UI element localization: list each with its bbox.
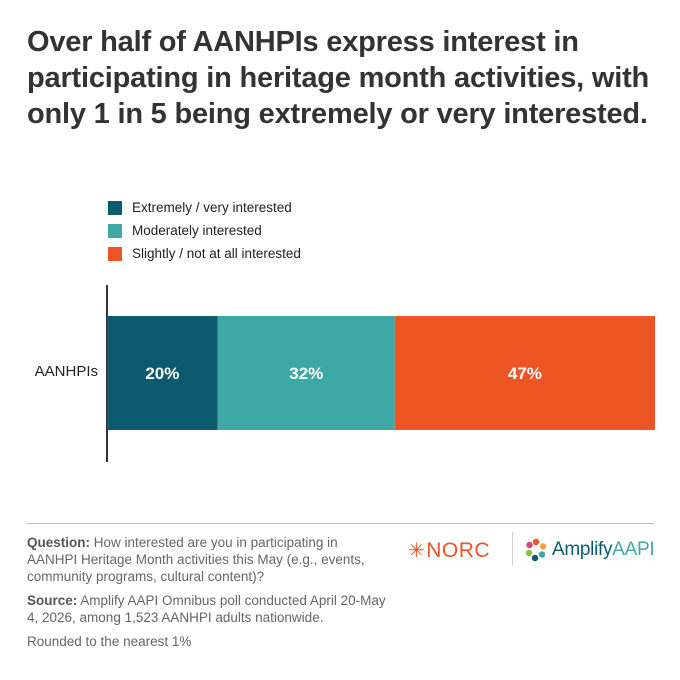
amplify-flower-icon [525,538,547,562]
amplify-logo-text-a: Amplify [552,539,613,560]
source-label: Source: [27,593,78,608]
bar-label-extremely-very-interested: 20% [145,364,179,383]
question-text: How interested are you in participating … [27,535,365,584]
question-note: Question: How interested are you in part… [27,534,387,585]
footer-divider [27,523,654,524]
legend-label-moderately: Moderately interested [132,223,262,238]
legend-label-extremely-very: Extremely / very interested [132,200,292,215]
question-label: Question: [27,535,90,550]
logos: ✳NORC Amplify AAPI [404,530,664,570]
legend-swatch-slightly-not [108,246,122,261]
legend-label-slightly-not: Slightly / not at all interested [132,246,301,261]
source-text: Amplify AAPI Omnibus poll conducted Apri… [27,593,386,625]
bar-label-slightly-not-at-all-interested: 47% [508,364,542,383]
bar-segment-extremely-very-interested [107,316,218,430]
amplify-logo-text-b: AAPI [612,539,655,560]
norc-star-icon: ✳ [408,540,426,562]
amplify-aapi-logo: Amplify AAPI [524,538,655,562]
bar-segment-slightly-not-at-all-interested [394,316,655,430]
legend-swatch-extremely-very [108,200,122,215]
legend-swatch-moderately [108,223,122,238]
bar-label-moderately-interested: 32% [289,364,323,383]
chart-title: Over half of AANHPIs express interest in… [27,26,650,130]
legend-item-slightly-not: Slightly / not at all interested [108,242,301,265]
rounding-note: Rounded to the nearest 1% [27,634,192,649]
source-note: Source: Amplify AAPI Omnibus poll conduc… [27,592,387,626]
legend-item-moderately: Moderately interested [108,219,301,242]
footer-notes: Question: How interested are you in part… [27,534,387,657]
legend: Extremely / very interested Moderately i… [108,196,301,265]
legend-item-extremely-very: Extremely / very interested [108,196,301,219]
bar-segment-moderately-interested [217,316,395,430]
logo-separator [512,532,513,566]
category-label-aanhpis: AANHPIs [34,363,98,380]
norc-logo: ✳NORC [408,538,490,563]
norc-logo-text: NORC [426,539,491,562]
category-axis-line [106,285,108,462]
